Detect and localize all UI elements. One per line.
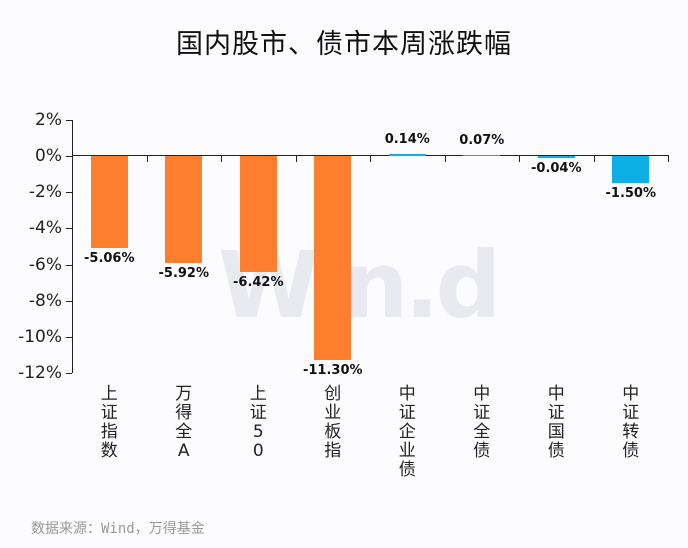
bar [239, 156, 277, 273]
x-tick [444, 155, 446, 162]
y-tick [66, 156, 72, 158]
y-tick-label: -8% [28, 290, 62, 311]
y-tick-label: -4% [28, 218, 62, 239]
bar [537, 156, 575, 158]
value-label: 0.07% [459, 132, 505, 148]
y-tick [66, 300, 72, 302]
category-label: 上证指数 [100, 384, 118, 461]
x-tick [146, 155, 148, 162]
bar [314, 156, 352, 361]
y-tick [66, 228, 72, 230]
value-label: -6.42% [233, 275, 284, 291]
y-tick-label: -12% [18, 363, 62, 383]
category-label: 万得全A [175, 384, 193, 461]
y-tick [66, 264, 72, 266]
y-tick-label: 0% [35, 146, 62, 167]
category-label: 上证50 [249, 384, 267, 461]
category-label: 中证企业债 [398, 384, 416, 480]
x-tick [221, 155, 222, 162]
y-tick [66, 120, 72, 121]
x-tick [519, 155, 520, 162]
chart-title: 国内股市、债市本周涨跌幅 [176, 29, 512, 60]
value-label: -1.50% [605, 186, 657, 202]
y-tick-label: 2% [35, 110, 62, 130]
bar [90, 156, 128, 248]
y-tick-label: -2% [28, 182, 62, 203]
x-tick [295, 155, 297, 162]
bar [612, 156, 650, 184]
x-tick [370, 155, 371, 162]
bar [388, 153, 426, 157]
value-label: -0.04% [531, 160, 582, 176]
value-label: 0.14% [384, 131, 430, 147]
y-tick-label: -6% [28, 254, 62, 275]
category-label: 创业板指 [324, 384, 342, 461]
value-label: -5.92% [158, 266, 210, 282]
value-label: -5.06% [84, 250, 135, 266]
bar [463, 154, 501, 157]
y-tick-label: -10% [18, 326, 62, 347]
y-tick [66, 373, 72, 374]
data-source: 数据来源：Wind，万得基金 [31, 521, 205, 537]
x-tick [668, 155, 669, 162]
bar [165, 156, 203, 264]
y-tick [66, 336, 72, 338]
category-label: 中证国债 [547, 384, 565, 461]
value-label: -11.30% [302, 363, 363, 379]
category-label: 中证转债 [622, 384, 640, 461]
y-axis [72, 120, 73, 373]
y-tick [66, 192, 72, 194]
category-label: 中证全债 [473, 384, 491, 461]
x-tick [593, 155, 595, 162]
